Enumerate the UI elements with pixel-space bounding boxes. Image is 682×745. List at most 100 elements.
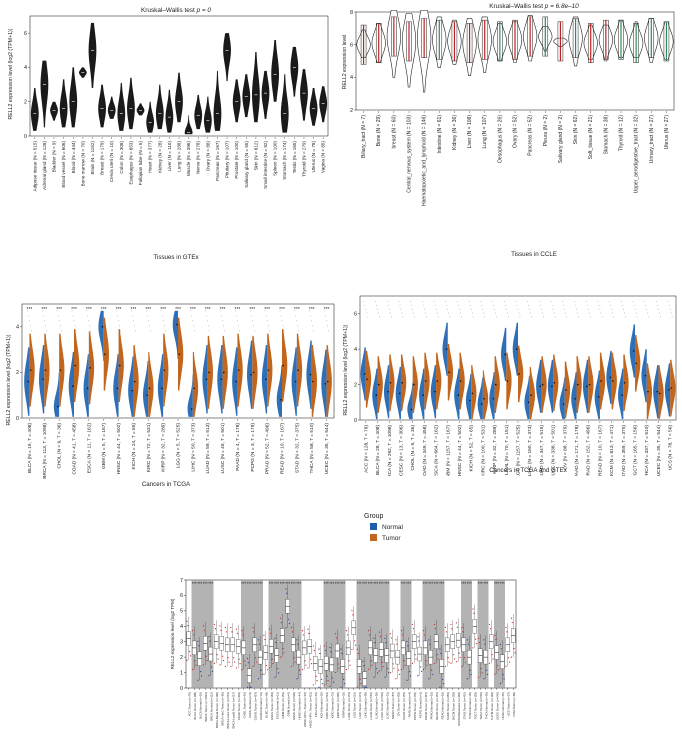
gtex-violin xyxy=(232,79,241,123)
tcga_gtex-normal-median xyxy=(609,376,612,379)
box-point xyxy=(197,640,199,643)
tcga-outlier-dot xyxy=(311,320,313,322)
tcga_gtex-outlier-dot xyxy=(423,304,424,306)
box-point xyxy=(469,669,471,671)
box-point xyxy=(293,657,295,659)
ccle-xtick-label: Lung (N = 107) xyxy=(482,115,488,149)
box-point xyxy=(304,660,306,662)
box-point xyxy=(379,635,381,638)
tcga-tumor-median xyxy=(208,371,210,374)
tcga_gtex-tumor-half xyxy=(635,334,641,392)
box-point xyxy=(274,637,276,639)
tcga_gtex-normal-median xyxy=(480,403,483,405)
tcga_gtex-tumor-median xyxy=(576,383,579,386)
box-sig-label: *** xyxy=(252,581,257,586)
box-point xyxy=(461,626,463,629)
box-point xyxy=(313,649,315,651)
tcga_gtex-xtick-label: KICH (N = 52, T = 65) xyxy=(469,425,475,472)
tcga-sig-label: *** xyxy=(190,307,196,313)
box-point xyxy=(404,664,406,666)
box-point xyxy=(414,654,416,656)
tcga_gtex-outlier-dot xyxy=(597,300,599,302)
tcga_gtex-xtick-label: KIRC (N = 100, T = 531) xyxy=(480,425,486,476)
tcga_gtex-tumor-median xyxy=(530,394,532,396)
box-point xyxy=(222,655,224,657)
tcga_gtex-outlier-dot xyxy=(566,316,568,318)
box-point xyxy=(228,661,230,663)
box-point xyxy=(230,626,232,629)
box-point xyxy=(464,661,467,663)
tcga-xtick-label: CHOL (N = 9, T = 36) xyxy=(57,423,63,469)
box-point xyxy=(285,588,287,590)
box-point xyxy=(346,634,348,636)
tcga_gtex-xtick-label: BRCA (N = 292, T = 1098) xyxy=(387,425,393,476)
box-point xyxy=(425,660,427,662)
box-point xyxy=(472,647,474,649)
gtex-ytick-label: 2 xyxy=(24,100,27,106)
tcga-outlier-dot xyxy=(206,315,208,317)
box-point xyxy=(200,671,202,673)
tcga_gtex-normal-median xyxy=(656,390,659,393)
box-point xyxy=(263,634,265,636)
tcga-xtick-label: KIRP (N = 32, T = 289) xyxy=(161,423,167,472)
tcga_gtex-normal-median xyxy=(633,350,635,352)
box-point xyxy=(459,656,461,659)
box-xtick-label: SARC.Tumor (n=259) xyxy=(446,692,450,720)
box-sig-label: *** xyxy=(280,581,285,586)
tcga-tumor-half xyxy=(44,333,50,407)
tcga_gtex-tumor-half xyxy=(377,356,383,413)
tcga-outlier-dot xyxy=(239,330,240,332)
tcga-outlier-dot xyxy=(208,325,210,327)
box-point xyxy=(301,630,304,632)
ccle-ytick-label: 2 xyxy=(350,108,353,114)
tcga-normal-half xyxy=(143,361,149,417)
tcga_gtex-normal-half xyxy=(395,366,401,420)
box-xtick-label: BRCA.Normal (n=112) xyxy=(209,692,213,721)
box-point xyxy=(332,677,334,679)
box-point xyxy=(484,643,486,645)
tcga_gtex-tumor-half xyxy=(623,354,629,412)
box-xtick-label: LUAD.Tumor (n=515) xyxy=(369,692,373,720)
box-sig-label: *** xyxy=(340,581,345,586)
gtex-violin xyxy=(165,89,174,133)
tcga-outlier-dot xyxy=(60,330,62,332)
box-point xyxy=(428,678,430,680)
tcga-sig-label: *** xyxy=(235,307,241,313)
box-point xyxy=(222,659,225,662)
box-point xyxy=(398,673,401,676)
tcga-outlier-dot xyxy=(72,315,74,317)
box-point xyxy=(275,642,277,644)
box-xtick-label: KIRC.Normal (n=72) xyxy=(330,692,334,718)
tcga-outlier-dot xyxy=(71,310,73,312)
tcga-normal-median xyxy=(280,398,282,401)
box-point xyxy=(390,637,392,639)
tcga_gtex-outlier-dot xyxy=(482,308,484,310)
box-ytick-label: 2 xyxy=(180,655,183,661)
box-xtick-label: BRCA-LumB.Tumor (n=217) xyxy=(231,692,235,728)
tcga_gtex-outlier-dot xyxy=(644,300,646,302)
box-frame xyxy=(185,579,517,689)
box-point xyxy=(444,626,447,629)
box-sig-label: *** xyxy=(439,581,444,586)
tcga_gtex-xtick-label: THCA (N = 337, T = 510) xyxy=(644,425,650,476)
box-sig-band xyxy=(499,580,505,688)
box-xtick-label: THYM.Tumor (n=120) xyxy=(490,692,494,720)
box-point xyxy=(249,686,251,688)
gtex-xtick-label: Adrenal gland (N = 128) xyxy=(42,141,47,190)
tcga-outlier-dot xyxy=(281,320,283,322)
box-point xyxy=(506,631,508,633)
tcga-outlier-dot xyxy=(133,320,134,322)
box-xtick-label: MESO.Tumor (n=87) xyxy=(391,692,395,719)
tcga_gtex-outlier-dot xyxy=(495,312,496,314)
box-point xyxy=(356,648,359,650)
gtex-xtick-label: Esophagus (N = 653) xyxy=(128,141,133,185)
gtex-xtick-label: Salivary gland (N = 55) xyxy=(244,141,249,188)
box-point xyxy=(420,666,422,668)
box-sig-label: *** xyxy=(406,581,411,586)
tcga_gtex-outlier-dot xyxy=(458,304,459,306)
tcga-outlier-dot xyxy=(191,315,193,317)
gtex-violin xyxy=(223,33,231,82)
tcga_gtex-outlier-dot xyxy=(518,312,520,314)
tcga_gtex-outlier-dot xyxy=(575,304,576,306)
box-xtick-label: OV.Tumor (n=303) xyxy=(396,692,400,716)
